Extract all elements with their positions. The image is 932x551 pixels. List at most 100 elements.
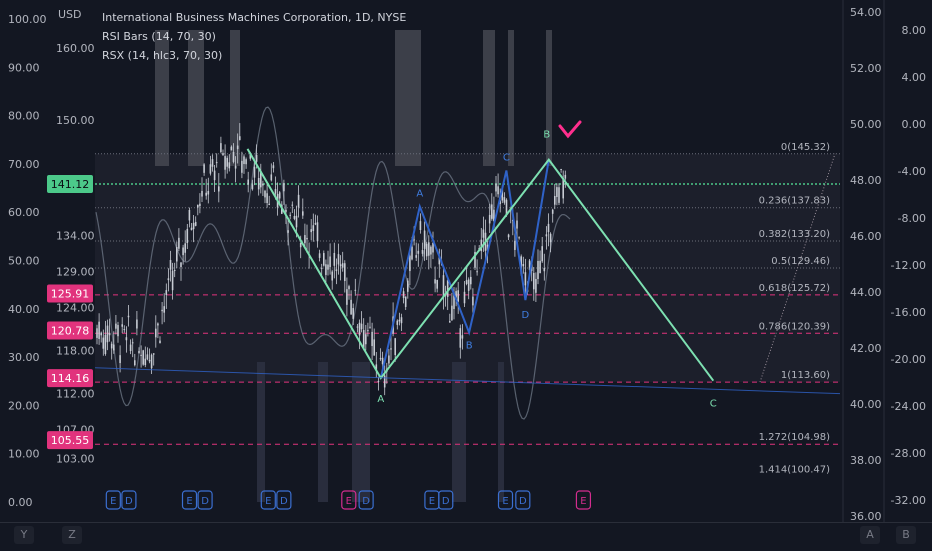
event-marker-E: E: [110, 496, 116, 507]
candle-body: [339, 264, 342, 267]
corner-button-a[interactable]: A: [860, 526, 880, 544]
candle-body: [176, 247, 178, 262]
rsi-bar-bottom-2: [352, 362, 370, 502]
corner-button-y[interactable]: Y: [14, 526, 34, 544]
candle-body: [287, 230, 289, 233]
candle-body: [409, 255, 411, 272]
candle-body: [421, 249, 424, 254]
osc-tick-9: -28.00: [891, 447, 926, 460]
candle-body: [178, 237, 180, 249]
candle-body: [285, 209, 287, 212]
candle-body: [262, 183, 264, 186]
symbol-title[interactable]: International Business Machines Corporat…: [102, 11, 407, 24]
candle-body: [257, 177, 260, 190]
candle-body: [365, 334, 367, 345]
candle-body: [144, 358, 147, 366]
candle-body: [482, 229, 485, 238]
zigzag-label-C: C: [710, 399, 717, 410]
osc-tick-5: -12.00: [891, 259, 926, 272]
candle-body: [98, 321, 100, 339]
corner-button-z[interactable]: Z: [62, 526, 82, 544]
candle-body: [404, 296, 407, 307]
price-badge-5: [47, 284, 93, 303]
candle-body: [423, 230, 426, 249]
candle-body: [428, 242, 430, 256]
candle-body: [243, 156, 245, 165]
rsi-bar-top-5: [508, 30, 514, 166]
zigzag-path: [246, 148, 715, 382]
candle-body: [155, 328, 157, 338]
candle-body: [354, 289, 357, 291]
candle-body: [524, 272, 527, 286]
candle-body: [358, 322, 361, 336]
candle-body: [537, 260, 539, 280]
candle-body: [318, 253, 321, 258]
candle-body: [159, 340, 161, 344]
candle-body: [539, 260, 541, 274]
candle-body: [239, 136, 241, 141]
osc-tick-10: -32.00: [891, 494, 926, 507]
candle-body: [474, 251, 476, 268]
candle-body: [316, 222, 319, 242]
event-marker-D: D: [280, 496, 288, 507]
candle-body: [533, 272, 535, 290]
candle-body: [289, 214, 291, 216]
candle-body: [226, 157, 228, 167]
rsi-tick-9: 10.00: [8, 448, 40, 461]
candle-body: [100, 332, 102, 336]
candle-body: [299, 243, 302, 248]
candle-body: [129, 344, 132, 352]
candle-body: [556, 187, 558, 198]
candle-body: [522, 263, 525, 267]
event-marker-E: E: [429, 496, 435, 507]
candle-body: [297, 194, 300, 208]
candle-body: [320, 267, 323, 269]
candle-body: [272, 165, 275, 169]
candle-body: [157, 323, 159, 326]
candle-body: [142, 350, 144, 365]
candle-body: [461, 335, 464, 339]
rsi-tick-2: 80.00: [8, 110, 40, 123]
candle-body: [480, 239, 483, 252]
candle-body: [360, 323, 363, 330]
candle-body: [516, 220, 518, 229]
corner-button-b[interactable]: B: [896, 526, 916, 544]
candle-body: [411, 246, 413, 260]
price-tick-6: 124.00: [56, 301, 95, 314]
candle-body: [295, 215, 298, 228]
indicator-rsx[interactable]: RSX (14, hlc3, 70, 30): [102, 49, 223, 62]
zigzag-label-B: B: [543, 130, 550, 141]
candle-body: [348, 286, 350, 290]
candle-body: [278, 192, 281, 199]
event-marker-D: D: [442, 496, 450, 507]
rsi-tick-7: 30.00: [8, 351, 40, 364]
candle-body: [499, 200, 501, 204]
candle-body: [245, 159, 247, 165]
right-price-tick-0: 54.00: [850, 6, 882, 19]
indicator-rsi-bars[interactable]: RSI Bars (14, 70, 30): [102, 30, 216, 43]
candle-body: [346, 289, 348, 305]
event-marker-box: [197, 490, 213, 510]
rsi-tick-3: 70.00: [8, 158, 40, 171]
pattern-path: [379, 159, 550, 379]
candle-body: [270, 174, 273, 181]
rsi-bar-top-0: [155, 30, 169, 166]
candle-body: [138, 351, 140, 354]
chart-legend[interactable]: International Business Machines Corporat…: [102, 8, 406, 65]
candle-body: [413, 239, 415, 241]
candle-body: [117, 325, 119, 337]
signal-marker-icon: [558, 120, 582, 139]
candle-body: [381, 357, 384, 365]
zigzag-label-A: A: [377, 394, 384, 405]
candle-body: [432, 242, 434, 253]
candle-body: [230, 146, 233, 151]
candle-body: [396, 320, 399, 325]
candle-body: [327, 264, 329, 270]
candle-body: [341, 263, 344, 268]
candle-body: [312, 225, 315, 231]
candle-body: [194, 221, 197, 226]
candle-body: [123, 329, 126, 331]
candle-body: [430, 246, 432, 255]
